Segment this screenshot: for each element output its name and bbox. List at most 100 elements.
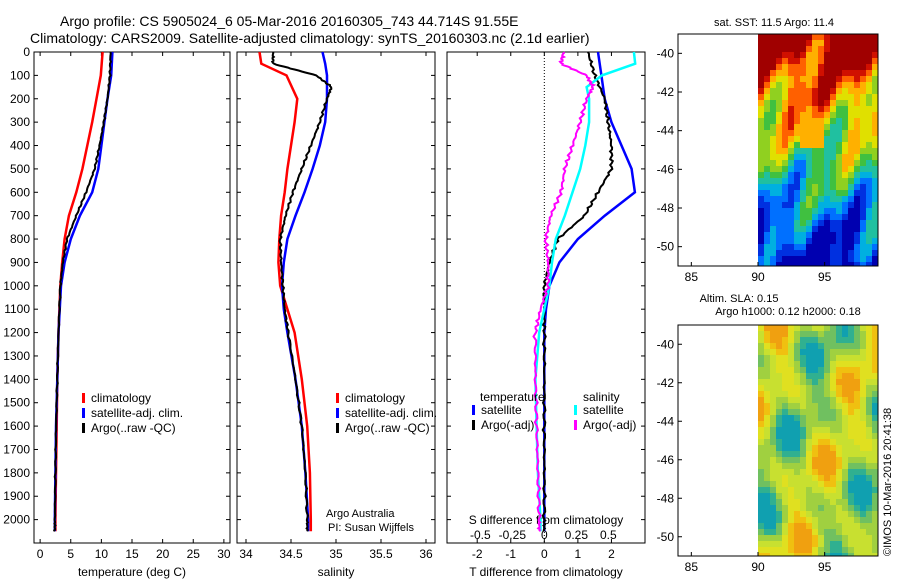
heatmap-cell — [770, 214, 776, 220]
heatmap-cell — [818, 118, 824, 124]
heatmap-cell — [866, 331, 872, 337]
heatmap-cell — [860, 337, 866, 343]
heatmap-cell — [836, 166, 842, 172]
heatmap-cell — [764, 142, 770, 148]
heatmap-cell — [806, 547, 812, 553]
heatmap-cell — [812, 361, 818, 367]
heatmap-cell — [866, 547, 872, 553]
heatmap-cell — [866, 409, 872, 415]
heatmap-cell — [830, 106, 836, 112]
legend-swatch — [574, 405, 577, 415]
heatmap-cell — [866, 349, 872, 355]
heatmap-cell — [794, 70, 800, 76]
heatmap-cell — [866, 208, 872, 214]
map-y-tick-label: -46 — [657, 162, 675, 176]
heatmap-cell — [872, 100, 878, 106]
heatmap-cell — [848, 511, 854, 517]
heatmap-cell — [788, 385, 794, 391]
heatmap-cell — [866, 94, 872, 100]
heatmap-cell — [848, 391, 854, 397]
heatmap-cell — [764, 457, 770, 463]
heatmap-cell — [782, 433, 788, 439]
heatmap-cell — [812, 238, 818, 244]
heatmap-cell — [776, 244, 782, 250]
heatmap-cell — [782, 475, 788, 481]
heatmap-cell — [866, 505, 872, 511]
heatmap-cell — [842, 541, 848, 547]
map-y-tick-label: -42 — [657, 85, 675, 99]
heatmap-cell — [782, 130, 788, 136]
heatmap-cell — [788, 196, 794, 202]
heatmap-cell — [776, 373, 782, 379]
legend-label: Argo(-adj) — [583, 418, 636, 432]
heatmap-cell — [866, 130, 872, 136]
heatmap-cell — [758, 118, 764, 124]
heatmap-cell — [848, 202, 854, 208]
heatmap-cell — [860, 463, 866, 469]
heatmap-cell — [758, 40, 764, 46]
heatmap-cell — [818, 40, 824, 46]
heatmap-cell — [830, 421, 836, 427]
heatmap-cell — [860, 262, 866, 266]
heatmap-cell — [764, 220, 770, 226]
heatmap-cell — [800, 337, 806, 343]
heatmap-cell — [848, 208, 854, 214]
heatmap-cell — [830, 367, 836, 373]
x-tick-label-salinity: 35 — [329, 547, 343, 561]
heatmap-cell — [836, 46, 842, 52]
legend-label: Argo(..raw -QC) — [91, 421, 176, 435]
heatmap-cell — [848, 397, 854, 403]
heatmap-cell — [812, 52, 818, 58]
heatmap-cell — [824, 325, 830, 331]
heatmap-cell — [824, 373, 830, 379]
heatmap-cell — [866, 142, 872, 148]
heatmap-cell — [758, 244, 764, 250]
legend-swatch — [82, 423, 85, 433]
heatmap-cell — [776, 82, 782, 88]
heatmap-cell — [788, 499, 794, 505]
heatmap-cell — [818, 517, 824, 523]
heatmap-cell — [764, 130, 770, 136]
heatmap-cell — [794, 76, 800, 82]
heatmap-cell — [788, 154, 794, 160]
heatmap-cell — [812, 142, 818, 148]
heatmap-cell — [836, 499, 842, 505]
heatmap-cell — [788, 70, 794, 76]
heatmap-cell — [836, 463, 842, 469]
heatmap-cell — [800, 34, 806, 40]
heatmap-cell — [770, 379, 776, 385]
heatmap-cell — [764, 379, 770, 385]
heatmap-cell — [824, 58, 830, 64]
heatmap-cell — [812, 511, 818, 517]
heatmap-cell — [776, 196, 782, 202]
heatmap-cell — [800, 355, 806, 361]
heatmap-cell — [794, 184, 800, 190]
heatmap-cell — [770, 190, 776, 196]
heatmap-cell — [818, 421, 824, 427]
heatmap-cell — [806, 190, 812, 196]
heatmap-cell — [788, 433, 794, 439]
heatmap-cell — [794, 46, 800, 52]
heatmap-cell — [794, 469, 800, 475]
heatmap-cell — [842, 433, 848, 439]
heatmap-cell — [842, 553, 848, 556]
heatmap-cell — [842, 184, 848, 190]
heatmap-cell — [782, 106, 788, 112]
heatmap-cell — [812, 226, 818, 232]
heatmap-cell — [758, 112, 764, 118]
heatmap-cell — [824, 214, 830, 220]
heatmap-cell — [830, 379, 836, 385]
x-tick-label-temperature: 10 — [95, 547, 109, 561]
heatmap-cell — [848, 451, 854, 457]
heatmap-cell — [794, 433, 800, 439]
heatmap-cell — [788, 262, 794, 266]
heatmap-cell — [824, 355, 830, 361]
heatmap-cell — [776, 511, 782, 517]
heatmap-cell — [776, 160, 782, 166]
heatmap-cell — [764, 94, 770, 100]
heatmap-cell — [782, 190, 788, 196]
legend-label: satellite — [481, 403, 522, 417]
heatmap-cell — [794, 529, 800, 535]
heatmap-cell — [854, 82, 860, 88]
heatmap-cell — [782, 355, 788, 361]
